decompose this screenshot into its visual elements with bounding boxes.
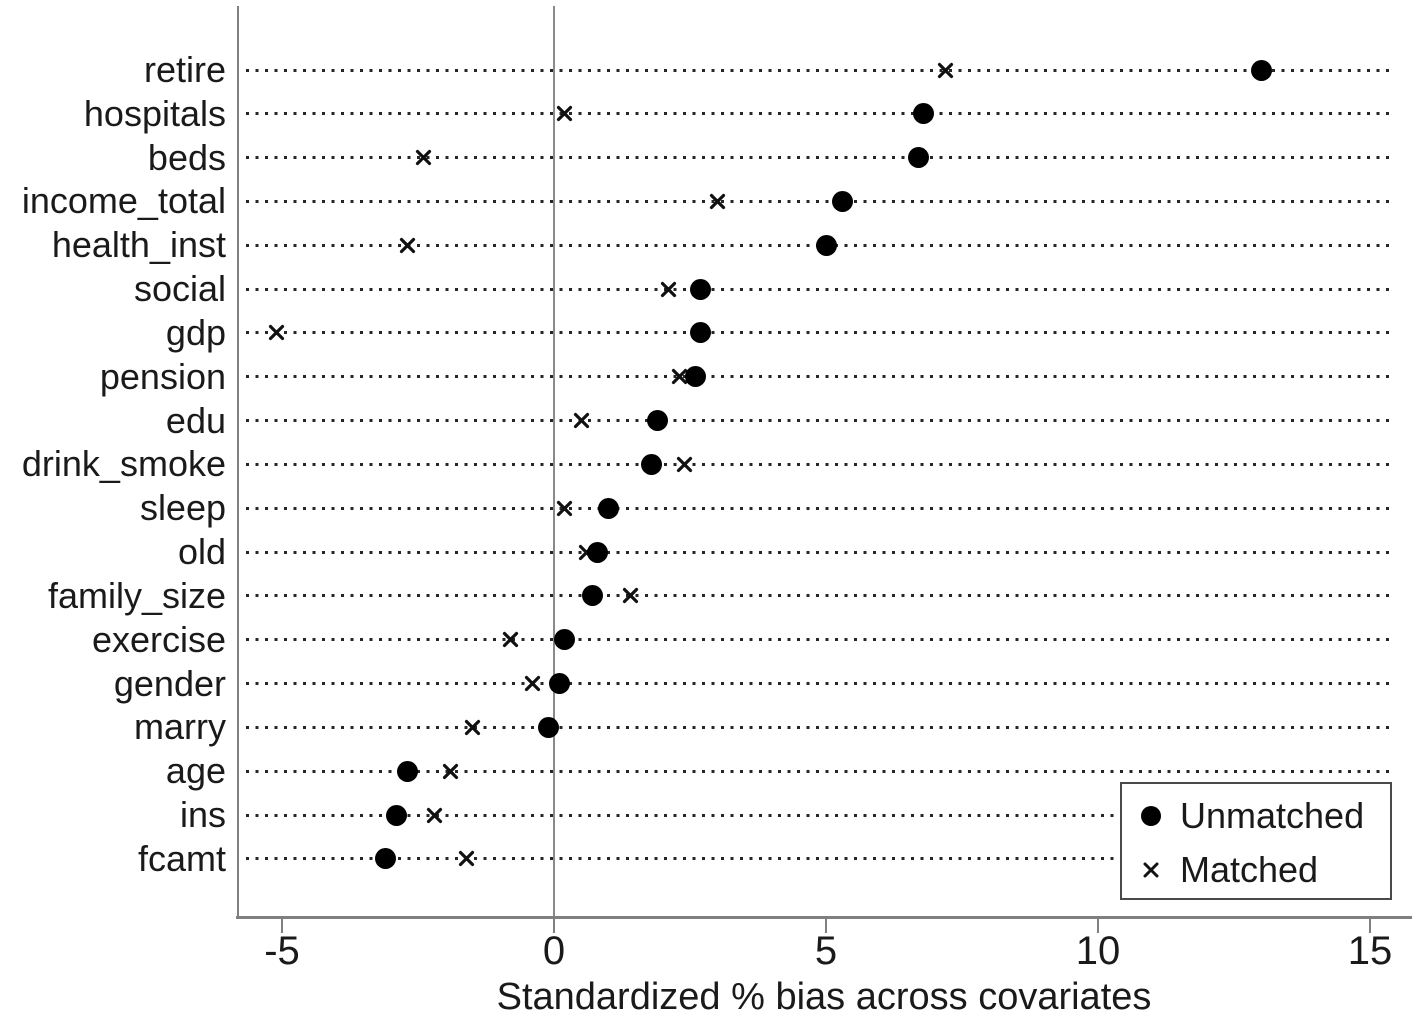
grid-dotted-line xyxy=(246,419,1395,423)
y-axis-label: drink_smoke xyxy=(21,443,226,485)
x-axis-tick-label: -5 xyxy=(264,929,300,973)
grid-dotted-line xyxy=(246,594,1395,598)
x-axis-tick-label: 15 xyxy=(1347,929,1393,973)
unmatched-circle-marker xyxy=(907,147,929,169)
y-axis-label: retire xyxy=(143,49,226,90)
y-axis-label: ins xyxy=(179,794,226,836)
grid-dotted-line xyxy=(246,112,1395,116)
zero-reference-line xyxy=(553,6,555,918)
y-axis-label: pension xyxy=(99,355,226,397)
unmatched-circle-marker xyxy=(548,673,570,695)
legend-label-matched: Matched xyxy=(1180,849,1319,890)
y-axis-label: marry xyxy=(134,706,226,748)
matched-x-marker xyxy=(502,631,519,648)
y-axis-label: age xyxy=(165,750,226,792)
grid-dotted-line xyxy=(246,769,1395,773)
grid-dotted-line xyxy=(246,199,1395,203)
unmatched-circle-marker xyxy=(587,541,609,563)
matched-x-marker xyxy=(464,719,481,736)
grid-dotted-line xyxy=(246,857,1395,861)
matched-x-marker xyxy=(660,281,677,298)
y-axis-line xyxy=(237,6,239,918)
grid-dotted-line xyxy=(246,68,1395,72)
matched-x-marker xyxy=(937,62,954,79)
grid-dotted-line xyxy=(246,506,1395,510)
y-axis-label: income_total xyxy=(21,180,226,222)
y-axis-label: exercise xyxy=(91,618,226,660)
unmatched-circle-marker xyxy=(831,190,853,212)
circle-marker-icon xyxy=(1138,806,1164,826)
y-axis-label: social xyxy=(133,268,226,310)
legend-item-matched: Matched xyxy=(1138,843,1390,897)
y-axis-label: fcamt xyxy=(137,837,226,879)
x-axis-tick xyxy=(553,919,555,933)
y-axis-label: old xyxy=(177,531,226,573)
grid-dotted-line xyxy=(246,638,1395,642)
grid-dotted-line xyxy=(246,725,1395,729)
unmatched-circle-marker xyxy=(581,585,603,607)
unmatched-circle-marker xyxy=(1250,59,1272,81)
matched-x-marker xyxy=(399,237,416,254)
grid-dotted-line xyxy=(246,287,1395,291)
grid-dotted-line xyxy=(246,375,1395,379)
matched-x-marker xyxy=(426,807,443,824)
unmatched-circle-marker xyxy=(815,234,837,256)
matched-x-marker xyxy=(556,500,573,517)
x-axis-tick-label: 5 xyxy=(814,929,838,973)
x-axis-title: Standardized % bias across covariates xyxy=(496,976,1152,1018)
grid-dotted-line xyxy=(246,550,1395,554)
unmatched-circle-marker xyxy=(690,278,712,300)
legend-item-unmatched: Unmatched xyxy=(1138,789,1390,843)
matched-x-marker xyxy=(573,412,590,429)
legend: Unmatched Matched xyxy=(1120,782,1392,900)
y-axis-label: gender xyxy=(113,662,226,704)
y-axis-label: beds xyxy=(147,136,226,178)
grid-dotted-line xyxy=(246,682,1395,686)
grid-dotted-line xyxy=(246,331,1395,335)
x-axis-tick-label: 0 xyxy=(542,929,566,973)
y-axis-label: sleep xyxy=(139,487,226,529)
grid-dotted-line xyxy=(246,813,1395,817)
unmatched-circle-marker xyxy=(554,629,576,651)
unmatched-circle-marker xyxy=(641,453,663,475)
y-axis-label: health_inst xyxy=(51,224,226,266)
x-axis-tick xyxy=(825,919,827,933)
grid-dotted-line xyxy=(246,462,1395,466)
y-axis-label: family_size xyxy=(47,574,226,616)
unmatched-circle-marker xyxy=(396,760,418,782)
matched-x-marker xyxy=(415,149,432,166)
unmatched-circle-marker xyxy=(385,804,407,826)
matched-x-marker xyxy=(622,587,639,604)
grid-dotted-line xyxy=(246,156,1395,160)
unmatched-circle-marker xyxy=(690,322,712,344)
x-axis-tick xyxy=(281,919,283,933)
matched-x-marker xyxy=(709,193,726,210)
matched-x-marker xyxy=(268,324,285,341)
x-marker-icon xyxy=(1138,861,1164,879)
x-axis-tick-label: 10 xyxy=(1075,929,1121,973)
unmatched-circle-marker xyxy=(597,497,619,519)
y-axis-label: edu xyxy=(165,399,226,441)
matched-x-marker xyxy=(556,105,573,122)
matched-x-marker xyxy=(676,456,693,473)
unmatched-circle-marker xyxy=(646,410,668,432)
legend-label-unmatched: Unmatched xyxy=(1180,795,1365,836)
matched-x-marker xyxy=(524,675,541,692)
unmatched-circle-marker xyxy=(374,848,396,870)
x-axis-tick xyxy=(1369,919,1371,933)
y-axis-label: gdp xyxy=(165,311,226,353)
unmatched-circle-marker xyxy=(913,103,935,125)
unmatched-circle-marker xyxy=(684,366,706,388)
matched-x-marker xyxy=(442,763,459,780)
y-axis-label: hospitals xyxy=(83,92,226,134)
matched-x-marker xyxy=(458,850,475,867)
unmatched-circle-marker xyxy=(538,716,560,738)
matched-x-marker xyxy=(671,368,688,385)
x-axis-tick xyxy=(1097,919,1099,933)
x-axis-line xyxy=(236,916,1412,919)
